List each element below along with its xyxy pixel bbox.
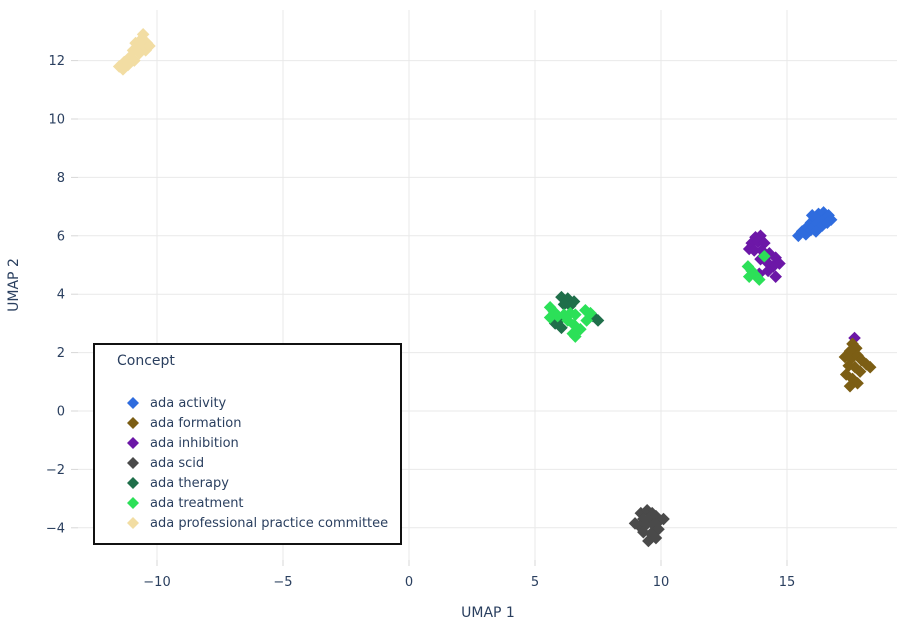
- point-ada-formation[interactable]: [860, 357, 873, 371]
- point-ada-inhibition[interactable]: [763, 247, 776, 260]
- point-ada-inhibition[interactable]: [766, 260, 780, 273]
- legend-item-ada-activity[interactable]: ada activity: [95, 393, 400, 413]
- point-ada-therapy[interactable]: [561, 292, 575, 305]
- diamond-marker-icon: [127, 517, 139, 529]
- y-tick-label: 0: [57, 405, 65, 420]
- point-ada-activity[interactable]: [821, 216, 834, 229]
- y-tick-label: 2: [57, 346, 65, 361]
- legend-item-ada-scid[interactable]: ada scid: [95, 453, 400, 473]
- point-ada-activity[interactable]: [795, 225, 809, 238]
- legend-title: Concept: [117, 353, 175, 369]
- legend-item-ada-treatment[interactable]: ada treatment: [95, 493, 400, 513]
- point-ada-activity[interactable]: [810, 216, 824, 229]
- x-tick-label: −10: [143, 575, 170, 590]
- x-tick-label: 15: [779, 575, 796, 590]
- point-ada-inhibition[interactable]: [747, 244, 761, 257]
- point-ada-scid[interactable]: [657, 512, 670, 526]
- point-ada-scid[interactable]: [628, 517, 642, 530]
- legend-item-label: ada formation: [150, 415, 242, 431]
- y-tick-label: 4: [57, 288, 65, 303]
- point-ada-treatment[interactable]: [569, 308, 582, 321]
- point-ada-treatment[interactable]: [580, 314, 593, 327]
- axis-ticks: [71, 60, 788, 566]
- axis-tick-labels: −10 −5 0 5 10 15 −4 −2 0 2 4 6 8 10 12: [46, 54, 795, 590]
- x-tick-label: −5: [273, 575, 292, 590]
- series-ada-formation: [838, 337, 877, 393]
- x-tick-label: 5: [531, 575, 539, 590]
- point-ada-treatment[interactable]: [758, 249, 771, 263]
- series-ada-professional-practice-committee: [112, 28, 156, 76]
- y-tick-label: −4: [46, 521, 65, 536]
- point-ada-treatment[interactable]: [543, 311, 557, 324]
- point-ada-activity[interactable]: [812, 207, 825, 221]
- y-tick-label: 8: [57, 171, 65, 186]
- legend-item-ada-professional-practice-committee[interactable]: ada professional practice committee: [95, 513, 400, 533]
- point-ada-formation[interactable]: [843, 379, 857, 393]
- point-ada-formation[interactable]: [843, 344, 857, 358]
- point-ada-professional-practice-committee[interactable]: [117, 55, 131, 69]
- point-ada-professional-practice-committee[interactable]: [121, 58, 135, 72]
- y-tick-label: −2: [46, 463, 65, 478]
- point-ada-formation[interactable]: [863, 360, 877, 374]
- diamond-marker-icon: [127, 457, 139, 469]
- point-ada-treatment[interactable]: [752, 273, 766, 286]
- data-points: [112, 28, 877, 548]
- point-ada-therapy[interactable]: [591, 314, 605, 327]
- point-ada-activity[interactable]: [809, 225, 823, 238]
- point-ada-treatment[interactable]: [569, 330, 582, 343]
- legend-item-label: ada scid: [150, 455, 205, 471]
- x-tick-label: 10: [653, 575, 670, 590]
- legend-item-label: ada treatment: [150, 495, 244, 511]
- point-ada-professional-practice-committee[interactable]: [136, 28, 150, 41]
- point-ada-treatment[interactable]: [742, 270, 756, 283]
- point-ada-inhibition[interactable]: [848, 331, 861, 345]
- series-ada-inhibition: [742, 229, 861, 345]
- point-ada-formation[interactable]: [853, 365, 867, 378]
- point-ada-activity[interactable]: [805, 209, 819, 222]
- diamond-marker-icon: [127, 397, 139, 409]
- point-ada-professional-practice-committee[interactable]: [133, 47, 146, 60]
- legend-item-ada-inhibition[interactable]: ada inhibition: [95, 433, 400, 453]
- series-ada-scid: [628, 503, 670, 548]
- point-ada-treatment[interactable]: [749, 268, 762, 282]
- point-ada-professional-practice-committee[interactable]: [134, 39, 147, 53]
- legend-item-label: ada inhibition: [150, 435, 239, 451]
- legend-items: ada activity ada formation ada inhibition a…: [95, 393, 400, 533]
- y-tick-label: 12: [48, 54, 65, 69]
- point-ada-professional-practice-committee[interactable]: [128, 54, 141, 67]
- diamond-marker-icon: [127, 417, 139, 429]
- legend-item-ada-formation[interactable]: ada formation: [95, 413, 400, 433]
- point-ada-therapy[interactable]: [563, 299, 577, 313]
- point-ada-formation[interactable]: [842, 359, 856, 373]
- legend-item-label: ada activity: [150, 395, 227, 411]
- point-ada-treatment[interactable]: [543, 301, 557, 314]
- point-ada-scid[interactable]: [639, 518, 653, 532]
- x-tick-label: 0: [405, 575, 413, 590]
- series-ada-treatment: [543, 249, 771, 343]
- point-ada-professional-practice-committee[interactable]: [129, 36, 142, 50]
- legend-item-label: ada professional practice committee: [150, 515, 389, 531]
- legend: Concept ada activity ada formation ada inh…: [93, 343, 402, 545]
- diamond-marker-icon: [127, 497, 139, 509]
- y-axis-title: UMAP 2: [6, 258, 22, 312]
- gridlines: [78, 10, 897, 560]
- point-ada-scid[interactable]: [642, 534, 655, 548]
- point-ada-treatment[interactable]: [561, 314, 575, 327]
- y-tick-label: 10: [48, 113, 65, 128]
- diamond-marker-icon: [127, 477, 139, 489]
- point-ada-scid[interactable]: [640, 503, 654, 517]
- point-ada-inhibition[interactable]: [749, 230, 762, 244]
- point-ada-formation[interactable]: [844, 352, 858, 365]
- legend-item-label: ada therapy: [150, 475, 229, 491]
- y-tick-label: 6: [57, 229, 65, 244]
- legend-item-ada-therapy[interactable]: ada therapy: [95, 473, 400, 493]
- series-ada-activity: [792, 206, 838, 243]
- diamond-marker-icon: [127, 437, 139, 449]
- point-ada-treatment[interactable]: [574, 322, 587, 336]
- x-axis-title: UMAP 1: [461, 605, 515, 621]
- point-ada-professional-practice-committee[interactable]: [143, 39, 156, 53]
- point-ada-inhibition[interactable]: [769, 270, 782, 283]
